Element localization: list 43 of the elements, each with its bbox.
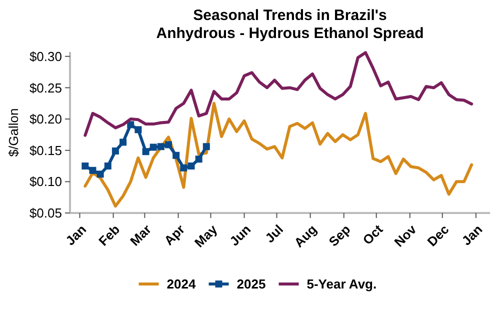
- x-tick-label: Apr: [161, 222, 188, 248]
- x-tick-label: Jan: [62, 222, 90, 248]
- y-tick-label: $0.25: [29, 80, 62, 96]
- point: [120, 138, 127, 146]
- point: [104, 162, 112, 170]
- line-series: [84, 102, 474, 208]
- x-tick-label: Nov: [391, 221, 420, 250]
- y-axis-title: $/Gallon: [6, 108, 21, 157]
- chart-title: Seasonal Trends in Brazil's Anhydrous - Hydrous Ethanol Spread: [156, 7, 424, 42]
- line-series: [84, 51, 474, 137]
- point: [150, 144, 157, 151]
- point: [165, 141, 172, 148]
- point: [188, 162, 195, 170]
- point: [112, 147, 119, 154]
- y-tick-label: $0.30: [29, 48, 62, 64]
- x-tick-label: Aug: [291, 222, 320, 250]
- x-tick-label: May: [192, 221, 221, 250]
- x-tick-label: Feb: [96, 222, 123, 249]
- legend-label: 2025: [236, 276, 266, 292]
- legend-label: 2024: [166, 276, 196, 292]
- x-tick-label: Jun: [226, 222, 254, 249]
- x-tick-label: Oct: [360, 221, 386, 248]
- point: [180, 164, 188, 172]
- y-tick-label: $0.15: [29, 142, 62, 158]
- point: [82, 162, 89, 170]
- point: [127, 121, 134, 128]
- x-tick-label: Dec: [424, 222, 452, 250]
- y-tick-label: $0.05: [29, 206, 62, 221]
- point: [157, 143, 164, 150]
- legend-label: 5-Year Avg.: [306, 276, 377, 292]
- x-tick-label: Jul: [262, 222, 286, 246]
- point: [96, 170, 104, 178]
- y-tick-label: $0.10: [29, 174, 62, 190]
- point: [89, 166, 96, 174]
- point: [142, 148, 150, 156]
- x-tick-label: Jan: [458, 222, 486, 248]
- point: [172, 152, 180, 159]
- point: [195, 156, 202, 163]
- point: [134, 126, 142, 134]
- x-tick-label: Sep: [326, 222, 354, 250]
- x-tick-label: Mar: [127, 222, 154, 249]
- point: [202, 143, 210, 150]
- y-tick-label: $0.20: [29, 112, 62, 127]
